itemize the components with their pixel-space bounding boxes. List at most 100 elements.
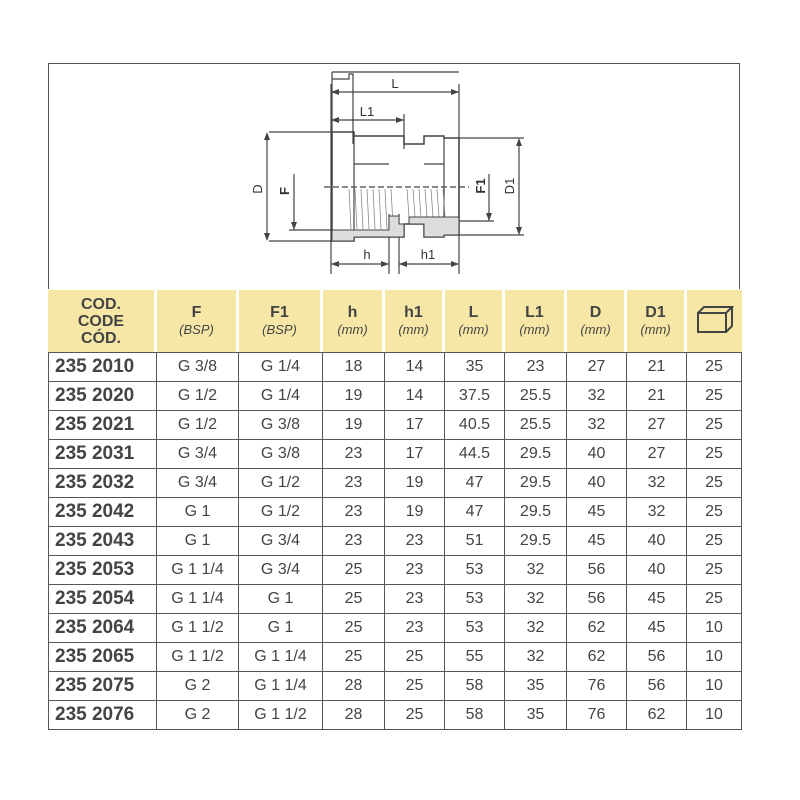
header-F: F (BSP) xyxy=(157,290,239,352)
header-code-line: CÓD. xyxy=(81,329,121,347)
table-cell: 56 xyxy=(567,556,627,585)
cell-code: 235 2032 xyxy=(48,469,157,498)
header-L: L (mm) xyxy=(445,290,505,352)
table-cell: G 1/4 xyxy=(239,352,323,382)
table-cell: 19 xyxy=(385,498,445,527)
dim-label-h1: h1 xyxy=(421,247,435,262)
dim-label-L1: L1 xyxy=(360,104,374,119)
header-D: D (mm) xyxy=(567,290,627,352)
table-row: 235 2053 G 1 1/4 G 3/4 25 23 53 32 56 40 25 xyxy=(48,556,742,585)
cell-code: 235 2043 xyxy=(48,527,157,556)
cell-code: 235 2053 xyxy=(48,556,157,585)
header-unit: (mm) xyxy=(640,322,671,337)
box-icon xyxy=(696,306,734,333)
table-cell: 10 xyxy=(687,701,742,730)
product-table: COD. CODE CÓD. F (BSP) F1 (BSP) h (mm) h1 (m… xyxy=(48,290,742,730)
table-cell: 62 xyxy=(567,643,627,672)
table-cell: 32 xyxy=(505,614,567,643)
table-cell: 53 xyxy=(445,585,505,614)
header-D1: D1 (mm) xyxy=(627,290,687,352)
table-cell: 19 xyxy=(323,411,385,440)
table-cell: G 1 xyxy=(239,585,323,614)
table-cell: 23 xyxy=(385,556,445,585)
table-cell: G 3/4 xyxy=(157,469,239,498)
table-cell: 45 xyxy=(627,614,687,643)
table-cell: 23 xyxy=(385,585,445,614)
table-cell: 51 xyxy=(445,527,505,556)
table-cell: 76 xyxy=(567,672,627,701)
table-cell: 40 xyxy=(627,556,687,585)
cell-code: 235 2021 xyxy=(48,411,157,440)
table-cell: 45 xyxy=(627,585,687,614)
table-cell: G 1 xyxy=(239,614,323,643)
table-cell: 19 xyxy=(385,469,445,498)
table-row: 235 2020 G 1/2 G 1/4 19 14 37.5 25.5 32 21 25 xyxy=(48,382,742,411)
table-cell: 25.5 xyxy=(505,382,567,411)
table-cell: 53 xyxy=(445,614,505,643)
table-cell: 32 xyxy=(505,585,567,614)
dim-label-F: F xyxy=(277,187,292,195)
table-cell: 23 xyxy=(385,614,445,643)
table-cell: 58 xyxy=(445,672,505,701)
table-row: 235 2010 G 3/8 G 1/4 18 14 35 23 27 21 25 xyxy=(48,352,742,382)
table-cell: G 3/8 xyxy=(239,440,323,469)
table-cell: 25 xyxy=(385,672,445,701)
table-cell: 23 xyxy=(323,527,385,556)
table-cell: 28 xyxy=(323,701,385,730)
header-unit: (BSP) xyxy=(262,322,297,337)
header-unit: (mm) xyxy=(458,322,489,337)
table-cell: 32 xyxy=(505,556,567,585)
table-cell: G 3/4 xyxy=(239,527,323,556)
table-cell: 53 xyxy=(445,556,505,585)
table-cell: 76 xyxy=(567,701,627,730)
table-cell: 29.5 xyxy=(505,440,567,469)
table-cell: 29.5 xyxy=(505,469,567,498)
table-cell: G 3/8 xyxy=(157,352,239,382)
table-cell: 10 xyxy=(687,643,742,672)
table-cell: 25 xyxy=(385,643,445,672)
table-cell: 40 xyxy=(567,469,627,498)
table-cell: 21 xyxy=(627,382,687,411)
header-name: h xyxy=(347,304,358,321)
table-cell: 25 xyxy=(687,352,742,382)
table-cell: G 3/4 xyxy=(157,440,239,469)
table-cell: 25 xyxy=(687,469,742,498)
cell-code: 235 2042 xyxy=(48,498,157,527)
table-cell: 28 xyxy=(323,672,385,701)
table-cell: G 1 1/4 xyxy=(157,556,239,585)
table-cell: G 1 1/4 xyxy=(239,672,323,701)
cell-code: 235 2065 xyxy=(48,643,157,672)
cell-code: 235 2064 xyxy=(48,614,157,643)
header-name: F xyxy=(191,304,202,321)
table-cell: 37.5 xyxy=(445,382,505,411)
dim-label-D: D xyxy=(250,184,265,193)
table-cell: 45 xyxy=(567,527,627,556)
table-cell: 27 xyxy=(627,411,687,440)
table-cell: G 1 xyxy=(157,498,239,527)
table-cell: 25 xyxy=(687,527,742,556)
table-cell: 25 xyxy=(687,411,742,440)
table-cell: 45 xyxy=(567,498,627,527)
table-cell: 25 xyxy=(687,382,742,411)
table-cell: 35 xyxy=(505,701,567,730)
table-cell: 40 xyxy=(627,527,687,556)
table-row: 235 2064 G 1 1/2 G 1 25 23 53 32 62 45 10 xyxy=(48,614,742,643)
header-unit: (mm) xyxy=(519,322,550,337)
table-cell: G 3/4 xyxy=(239,556,323,585)
table-cell: 56 xyxy=(627,643,687,672)
table-cell: 62 xyxy=(627,701,687,730)
header-name: F1 xyxy=(270,304,289,321)
table-cell: G 1 1/4 xyxy=(239,643,323,672)
table-row: 235 2032 G 3/4 G 1/2 23 19 47 29.5 40 32 25 xyxy=(48,469,742,498)
table-cell: 62 xyxy=(567,614,627,643)
cell-code: 235 2031 xyxy=(48,440,157,469)
table-cell: G 1 1/2 xyxy=(157,614,239,643)
technical-drawing: L L1 h h1 D F F1 D1 xyxy=(48,63,740,289)
table-cell: G 1/4 xyxy=(239,382,323,411)
table-cell: 23 xyxy=(323,440,385,469)
table-cell: G 1/2 xyxy=(157,411,239,440)
table-row: 235 2031 G 3/4 G 3/8 23 17 44.5 29.5 40 27 25 xyxy=(48,440,742,469)
header-h1: h1 (mm) xyxy=(385,290,445,352)
